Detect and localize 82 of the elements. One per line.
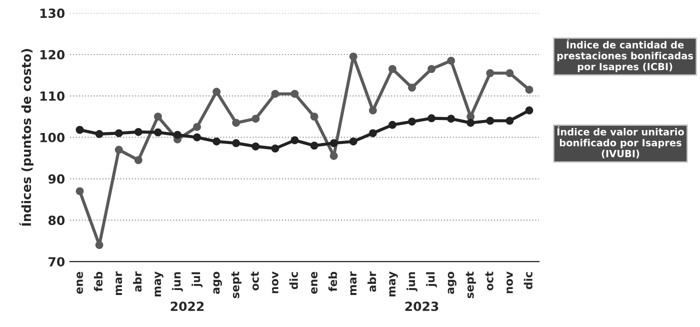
point <box>232 139 240 148</box>
text: Índice de valor unitario bonificado por Isapres (IVUBI) <box>557 126 684 158</box>
point <box>212 137 221 146</box>
point <box>349 137 358 146</box>
point <box>525 86 534 94</box>
point <box>232 118 240 127</box>
x-tick-label: sept <box>466 272 476 298</box>
y-axis-title: Índices (puntos de costo) <box>19 49 34 226</box>
x-tick-label: dic <box>289 272 298 290</box>
x-tick-label: dic <box>524 272 532 290</box>
point <box>428 65 436 73</box>
point <box>193 133 202 142</box>
x-tick-label: jun <box>172 272 183 292</box>
point <box>310 112 318 121</box>
x-tick-label: abr <box>368 271 376 292</box>
point <box>271 144 280 153</box>
point <box>486 69 494 78</box>
point <box>173 130 182 139</box>
x-tick-label: nov <box>272 271 278 294</box>
point <box>154 128 162 136</box>
x-tick-label: jun <box>406 272 418 292</box>
x-tick-label: ene <box>311 272 318 294</box>
point <box>368 106 377 114</box>
point <box>76 187 84 196</box>
point <box>428 114 436 122</box>
point <box>271 90 280 98</box>
x-tick-label: feb <box>94 272 103 292</box>
point <box>388 120 396 129</box>
point <box>447 114 456 123</box>
x-tick-label: feb <box>328 272 338 292</box>
point <box>95 241 104 250</box>
text: 2022 <box>170 302 204 312</box>
y-tick-label: 130 <box>40 8 65 18</box>
point <box>290 136 299 144</box>
x-tick-label: may <box>389 272 398 296</box>
y-tick-label: 100 <box>40 132 65 142</box>
x-tick-label: abr <box>133 271 142 292</box>
y-tick-label: 90 <box>48 174 65 184</box>
y-tick-label: 110 <box>40 91 65 101</box>
x-tick-label: ene <box>76 272 83 294</box>
point <box>114 146 123 154</box>
x-tick-label: sept <box>231 272 242 298</box>
point <box>134 128 142 136</box>
x-tick-label: ago <box>448 272 456 294</box>
y-tick-label: 120 <box>40 50 65 60</box>
point <box>506 69 514 78</box>
point <box>193 122 202 131</box>
point <box>330 139 338 148</box>
x-tick-label: ago <box>213 272 222 294</box>
point <box>408 118 416 126</box>
point <box>114 129 123 138</box>
point <box>290 90 299 98</box>
x-tick-label: oct <box>485 272 494 290</box>
point <box>525 106 534 114</box>
point <box>310 142 318 150</box>
y-tick-label: 80 <box>48 216 65 226</box>
y-tick-label: 70 <box>48 257 65 267</box>
x-tick-label: mar <box>116 271 122 295</box>
point <box>447 56 456 65</box>
point <box>330 152 338 160</box>
point <box>349 52 358 61</box>
point <box>134 156 142 164</box>
point <box>486 116 494 125</box>
point <box>388 65 396 73</box>
point <box>368 129 377 138</box>
point <box>95 130 104 138</box>
point <box>408 84 416 92</box>
point <box>252 142 260 150</box>
point <box>252 114 260 123</box>
point <box>506 116 514 125</box>
x-tick-label: may <box>154 272 164 296</box>
point <box>212 88 221 96</box>
text: 2023 <box>405 302 438 312</box>
point <box>466 118 475 127</box>
x-tick-label: mar <box>350 271 357 295</box>
text: Índice de cantidad de prestaciones bonificadas por Isapres (ICBI) <box>557 39 694 72</box>
x-tick-label: nov <box>506 271 513 294</box>
point <box>154 112 162 121</box>
x-tick-label: jul <box>426 272 437 288</box>
x-tick-label: oct <box>250 272 259 290</box>
point <box>76 126 84 134</box>
x-tick-label: jul <box>192 272 202 288</box>
